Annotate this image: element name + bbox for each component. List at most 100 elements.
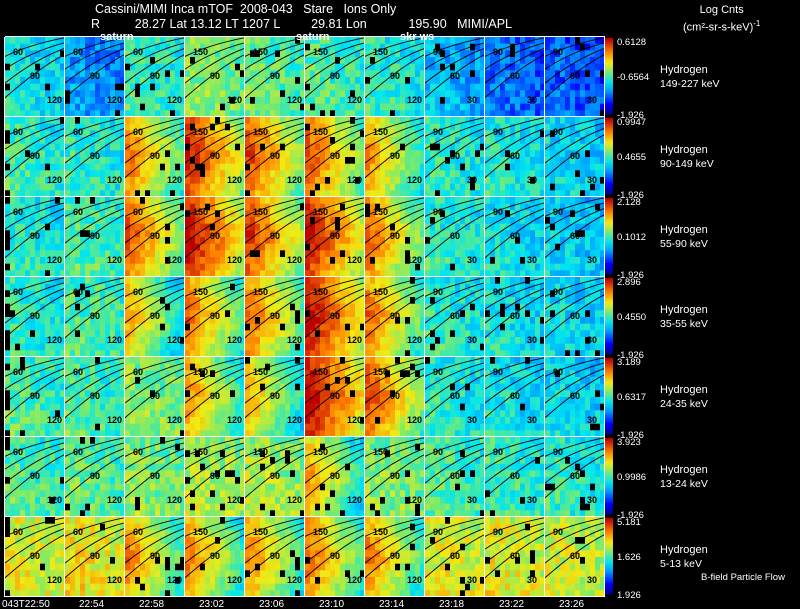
panel-1-8: 90 60 30	[485, 117, 544, 196]
saturn-marker: saturn	[100, 31, 134, 43]
contour-label: 90	[30, 151, 40, 161]
panel-2-8: 90 60 30	[485, 197, 544, 276]
contour-label: 90	[270, 231, 280, 241]
panel-1-0: 60 90 120	[5, 117, 64, 196]
contour-label: 60	[133, 127, 143, 137]
lon-value: 29.81	[311, 17, 343, 31]
contour-label: 90	[270, 471, 280, 481]
x-tick-label: 23:14	[379, 599, 404, 609]
contour-label: 90	[270, 151, 280, 161]
contour-label: 120	[407, 95, 422, 105]
panel-3-2: 60 90 120	[125, 277, 184, 356]
contour-label: 150	[373, 287, 388, 297]
contour-label: 60	[133, 287, 143, 297]
panel-2-6: 150 90 120	[365, 197, 424, 276]
contour-label: 90	[210, 471, 220, 481]
panel-2-5: 150 90 120	[305, 197, 364, 276]
panel-0-9: 90 60 30	[545, 37, 604, 116]
contour-label: 90	[270, 311, 280, 321]
scale-max: 2.128	[617, 197, 641, 208]
scale-min: -1.926	[617, 350, 644, 361]
contour-label: 90	[150, 471, 160, 481]
contour-label: 60	[13, 127, 23, 137]
contour-label: 60	[570, 231, 580, 241]
contour-label: 30	[587, 95, 597, 105]
contour-label: 150	[313, 287, 328, 297]
contour-label: 30	[467, 415, 477, 425]
contour-label: 150	[373, 47, 388, 57]
contour-label: 150	[313, 47, 328, 57]
panel-3-5: 150 90 120	[305, 277, 364, 356]
panel-2-2: 60 90 120	[125, 197, 184, 276]
contour-label: 30	[587, 575, 597, 585]
colorbar-6	[604, 518, 613, 595]
contour-label: 150	[373, 207, 388, 217]
saturn-marker: saturn	[296, 31, 330, 43]
contour-label: 60	[570, 311, 580, 321]
panel-4-4: 150 90 120	[245, 357, 304, 436]
contour-label: 60	[133, 47, 143, 57]
panel-1-2: 60 90 120	[125, 117, 184, 196]
contour-label: 60	[450, 71, 460, 81]
contour-label: 120	[227, 255, 242, 265]
panel-1-9: 90 60 30	[545, 117, 604, 196]
contour-label: 60	[133, 207, 143, 217]
contour-label: 120	[347, 175, 362, 185]
panel-1-7: 90 60 30	[425, 117, 484, 196]
contour-label: 120	[287, 575, 302, 585]
panel-3-9: 90 60 30	[545, 277, 604, 356]
contour-label: 30	[527, 335, 537, 345]
panel-2-9: 90 60 30	[545, 197, 604, 276]
scale-min: -1.926	[617, 430, 644, 441]
contour-label: 120	[47, 335, 62, 345]
contour-label: 30	[527, 95, 537, 105]
panel-6-4: 150 90 120	[245, 517, 304, 596]
contour-label: 90	[390, 391, 400, 401]
panel-5-0: 60 90 120	[5, 437, 64, 516]
scale-mid: 0.4655	[617, 152, 646, 163]
panel-0-2: 60 90 120	[125, 37, 184, 116]
contour-label: 120	[407, 255, 422, 265]
panel-5-2: 60 90 120	[125, 437, 184, 516]
scale-mid: 0.4550	[617, 312, 646, 323]
contour-label: 90	[150, 71, 160, 81]
contour-label: 90	[433, 127, 443, 137]
panel-6-1: 60 90 120	[65, 517, 124, 596]
contour-label: 150	[193, 207, 208, 217]
contour-label: 90	[210, 311, 220, 321]
lat-label: Lat	[169, 17, 187, 31]
contour-label: 90	[553, 127, 563, 137]
scale-min: -1.926	[617, 510, 644, 521]
x-tick-label: 23:26	[559, 599, 584, 609]
contour-label: 90	[30, 551, 40, 561]
contour-label: 90	[30, 71, 40, 81]
contour-label: 90	[493, 127, 503, 137]
contour-label: 60	[13, 447, 23, 457]
contour-label: 60	[450, 311, 460, 321]
contour-label: 90	[553, 47, 563, 57]
panel-1-6: 150 90 120	[365, 117, 424, 196]
contour-label: 120	[227, 335, 242, 345]
panel-2-7: 90 60 30	[425, 197, 484, 276]
units-line2: (cm²-sr-s-keV)-1	[683, 19, 761, 34]
energy-range: 13-24 keV	[660, 478, 708, 490]
contour-label: 90	[390, 231, 400, 241]
species-name: Hydrogen	[660, 224, 708, 236]
contour-label: 60	[73, 287, 83, 297]
contour-label: 120	[47, 255, 62, 265]
contour-label: 90	[433, 527, 443, 537]
contour-label: 90	[90, 71, 100, 81]
panel-2-3: 150 90 120	[185, 197, 244, 276]
scale-min: -1.926	[617, 110, 644, 121]
panel-3-4: 150 90 120	[245, 277, 304, 356]
contour-label: 60	[570, 151, 580, 161]
contour-label: 120	[347, 335, 362, 345]
lt-value: 1207 L	[242, 17, 280, 31]
contour-label: 60	[510, 231, 520, 241]
panel-4-1: 60 90 120	[65, 357, 124, 436]
contour-label: 120	[107, 495, 122, 505]
contour-label: 60	[450, 391, 460, 401]
contour-label: 90	[433, 367, 443, 377]
contour-label: 30	[467, 575, 477, 585]
